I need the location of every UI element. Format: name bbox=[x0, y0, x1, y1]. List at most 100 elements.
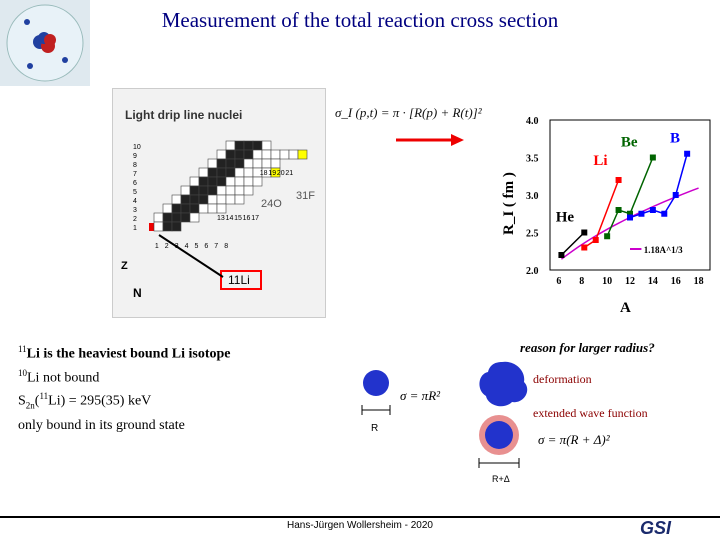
nuclide-cell bbox=[234, 140, 245, 151]
n-tick-label: 3 bbox=[175, 243, 179, 250]
nuclide-cell bbox=[225, 194, 236, 205]
footer-divider bbox=[0, 516, 720, 518]
nuclide-cell bbox=[243, 185, 254, 196]
nuclide-cell bbox=[270, 149, 281, 160]
x-axis-label: A bbox=[620, 300, 631, 316]
red-arrow bbox=[396, 134, 464, 146]
nuclide-cell bbox=[225, 176, 236, 187]
nuclide-cell bbox=[189, 194, 200, 205]
label-24o: 24O bbox=[261, 198, 282, 210]
nuclide-cell bbox=[189, 203, 200, 214]
sphere-icon bbox=[363, 370, 389, 396]
11li-cell bbox=[149, 223, 157, 231]
x-tick-label: 6 bbox=[556, 276, 561, 287]
n-tick-label: 17 bbox=[251, 215, 259, 222]
nuclide-cell bbox=[216, 167, 227, 178]
nuclide-cell bbox=[189, 176, 200, 187]
nucleus-logo bbox=[0, 0, 90, 86]
nuclide-cell bbox=[162, 203, 173, 214]
formula-top: σ_I (p,t) = π · [R(p) + R(t)]² bbox=[335, 105, 482, 120]
z-tick-label: 1 bbox=[133, 225, 137, 232]
nuclide-cell bbox=[225, 149, 236, 160]
nuclide-cell bbox=[261, 149, 272, 160]
deformation-label: deformation bbox=[533, 372, 592, 386]
data-point bbox=[638, 210, 645, 217]
nuclide-cell bbox=[279, 149, 290, 160]
n-tick-label: 18 bbox=[260, 170, 268, 177]
n-tick-label: 7 bbox=[214, 243, 218, 250]
data-point bbox=[661, 210, 668, 217]
drip-line-chart: Light drip line nuclei Z N 11Li 24O 31F … bbox=[112, 88, 326, 318]
data-point bbox=[615, 177, 622, 183]
nuclide-cell bbox=[171, 212, 182, 223]
nuclide-cell bbox=[189, 212, 200, 223]
series-line-be bbox=[606, 157, 654, 237]
nuclide-cell bbox=[216, 185, 227, 196]
z-tick-label: 7 bbox=[133, 171, 137, 178]
nuclide-cell bbox=[207, 194, 218, 205]
data-point bbox=[649, 207, 656, 213]
n-tick-label: 2 bbox=[165, 243, 169, 250]
footer: Hans-Jürgen Wollersheim - 2020 bbox=[287, 520, 433, 531]
reason-question: reason for larger radius? bbox=[520, 340, 655, 355]
plot-frame bbox=[549, 119, 711, 271]
nuclide-cell bbox=[171, 203, 182, 214]
y-tick-label: 2.0 bbox=[526, 266, 539, 277]
data-point bbox=[592, 237, 599, 243]
n-tick-label: 8 bbox=[224, 243, 228, 250]
z-tick-label: 8 bbox=[133, 162, 137, 169]
y-tick-label: 3.5 bbox=[526, 154, 539, 165]
n-tick-label: 14 bbox=[226, 215, 234, 222]
nuclide-cell bbox=[261, 158, 272, 169]
gsi-logo: GSI bbox=[640, 518, 672, 538]
series-label-he: He bbox=[556, 209, 575, 225]
nuclide-cell bbox=[171, 194, 182, 205]
data-point bbox=[581, 244, 588, 251]
nuclide-cell bbox=[252, 176, 263, 187]
note-3: S2n(11Li) = 295(35) keV bbox=[18, 391, 152, 411]
n-tick-label: 1 bbox=[155, 243, 159, 250]
nuclide-cell bbox=[216, 149, 227, 160]
series-label-li: Li bbox=[593, 153, 607, 169]
nuclide-cell bbox=[225, 167, 236, 178]
n-tick-label: 19 bbox=[268, 170, 276, 177]
nuclide-cell bbox=[234, 194, 245, 205]
z-tick-label: 3 bbox=[133, 207, 137, 214]
z-axis-label: Z bbox=[121, 260, 128, 272]
nuclide-cell bbox=[198, 203, 209, 214]
nuclide-cell bbox=[198, 167, 209, 178]
radius-chart: 2.0 2.5 3.0 3.5 4.0 6 8 10 12 14 16 18 R_I ( fm ) A 1.… bbox=[501, 116, 711, 316]
nuclide-cell bbox=[198, 185, 209, 196]
nuclide-cell bbox=[234, 185, 245, 196]
note-4: only bound in its ground state bbox=[18, 417, 185, 433]
nuclide-cell bbox=[252, 158, 263, 169]
data-point bbox=[627, 214, 633, 221]
x-tick-label: 18 bbox=[694, 276, 704, 287]
n-tick-label: 13 bbox=[217, 215, 225, 222]
nuclide-cell bbox=[207, 185, 218, 196]
n-tick-label: 20 bbox=[277, 170, 285, 177]
nuclide-cell bbox=[180, 203, 191, 214]
nuclide-cell bbox=[252, 149, 263, 160]
data-point bbox=[627, 210, 633, 217]
nuclide-cell bbox=[243, 158, 254, 169]
nuclide-cell bbox=[153, 221, 164, 232]
series-label-b: B bbox=[670, 131, 680, 147]
data-point bbox=[684, 150, 691, 157]
nuclide-cell bbox=[153, 212, 164, 223]
formula-rd: σ = π(R + Δ)² bbox=[538, 432, 610, 447]
nuclide-cell bbox=[234, 149, 245, 160]
z-tick-label: 4 bbox=[133, 198, 137, 205]
nuclide-cell bbox=[234, 158, 245, 169]
slide-title: Measurement of the total reaction cross … bbox=[161, 8, 559, 32]
x-tick-label: 16 bbox=[671, 276, 681, 287]
sphere-diagram bbox=[361, 370, 391, 415]
nuclide-cell bbox=[297, 149, 308, 160]
nuclide-cell bbox=[207, 176, 218, 187]
z-tick-label: 6 bbox=[133, 180, 137, 187]
nuclide-cell bbox=[225, 185, 236, 196]
n-axis-label: N bbox=[133, 286, 142, 300]
deformed-nucleus-icon bbox=[479, 361, 528, 407]
chart-title: Light drip line nuclei bbox=[125, 108, 242, 122]
label-11li: 11Li bbox=[228, 273, 250, 287]
